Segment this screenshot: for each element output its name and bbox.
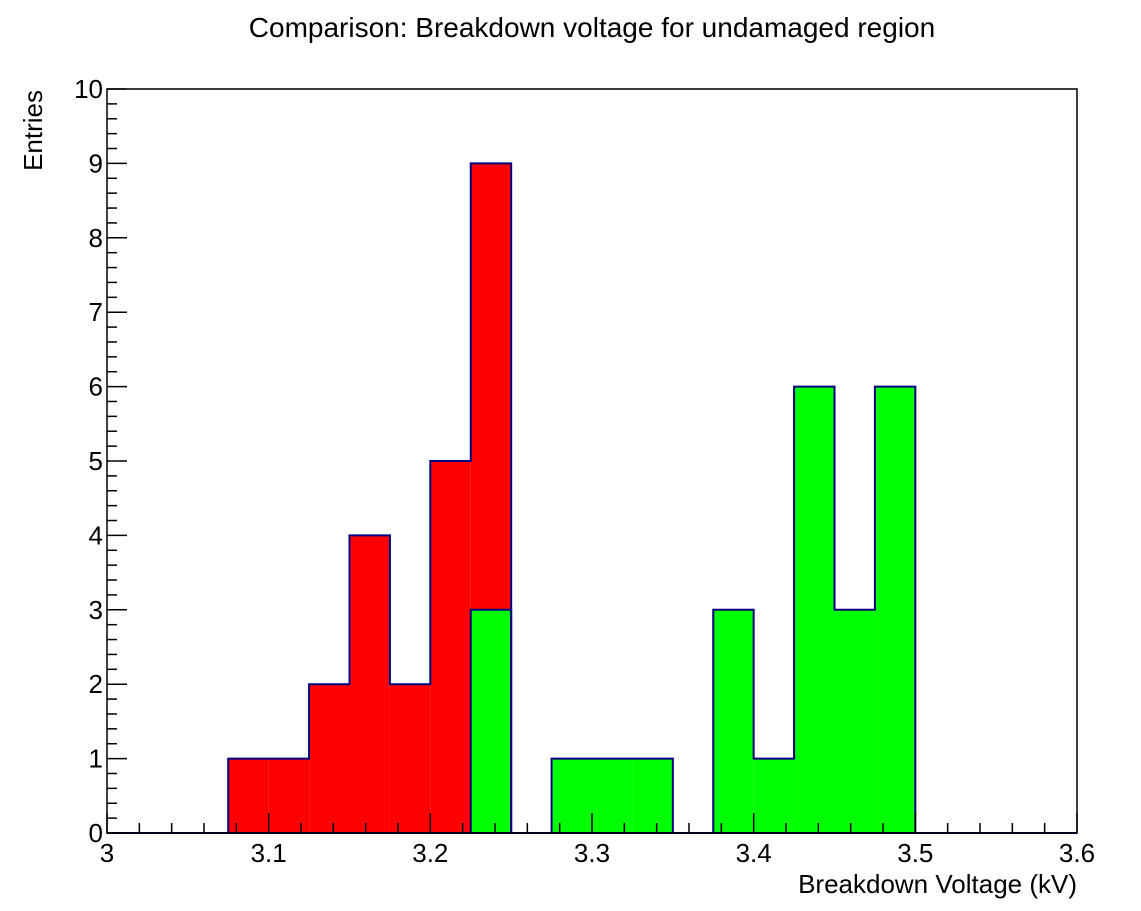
y-axis-label: Entries — [18, 90, 48, 171]
y-tick-label: 2 — [89, 669, 103, 699]
tick-labels-layer: 3 3.1 3.2 3.3 3.4 3.5 3.6 0 1 2 3 4 5 6 7 8 9 10 — [74, 74, 1095, 868]
histogram-bin-s0-b4 — [389, 684, 431, 833]
histogram-bin-s1-b8 — [874, 386, 916, 833]
y-tick-label: 8 — [89, 223, 103, 253]
histogram-bin-s1-b6 — [794, 386, 835, 833]
y-tick-label: 6 — [89, 372, 103, 402]
y-tick-label: 3 — [89, 595, 103, 625]
chart-title: Comparison: Breakdown voltage for undama… — [249, 12, 935, 43]
histogram-bin-s0-b0 — [228, 758, 269, 833]
histogram-outline-s0 — [227, 162, 513, 833]
histogram-bin-s1-b3 — [632, 758, 673, 833]
histogram-bin-s0-b1 — [268, 758, 310, 833]
outline-layer — [107, 162, 1077, 834]
histogram-bin-s1-b4 — [713, 609, 754, 833]
histogram-bin-s1-b2 — [592, 758, 633, 833]
histogram-bin-s1-b7 — [834, 609, 875, 833]
x-tick-label: 3.1 — [251, 838, 287, 868]
x-tick-label: 3.5 — [897, 838, 933, 868]
histogram-bin-s0-b2 — [309, 684, 350, 833]
y-tick-label: 0 — [89, 818, 103, 848]
y-tick-label: 10 — [74, 74, 103, 104]
y-tick-label: 5 — [89, 446, 103, 476]
x-tick-label: 3 — [100, 838, 114, 868]
histogram-bin-s1-b1 — [551, 758, 592, 833]
histogram-bin-s1-b5 — [753, 758, 795, 833]
ticks-layer — [106, 88, 1078, 834]
x-axis-label: Breakdown Voltage (kV) — [798, 869, 1077, 899]
y-tick-label: 4 — [89, 520, 103, 550]
y-tick-label: 7 — [89, 297, 103, 327]
y-tick-label: 9 — [89, 148, 103, 178]
x-tick-label: 3.3 — [574, 838, 610, 868]
x-tick-label: 3.2 — [412, 838, 448, 868]
plot-frame — [106, 88, 1078, 834]
x-tick-label: 3.4 — [736, 838, 772, 868]
y-tick-label: 1 — [89, 744, 103, 774]
histogram-outline-s1 — [469, 385, 917, 833]
bars-layer — [228, 163, 916, 833]
histogram-bin-s0-b5 — [430, 461, 471, 833]
histogram-bin-s0-b3 — [349, 535, 390, 833]
x-tick-label: 3.6 — [1059, 838, 1095, 868]
histogram-bin-s1-b0 — [470, 609, 512, 833]
